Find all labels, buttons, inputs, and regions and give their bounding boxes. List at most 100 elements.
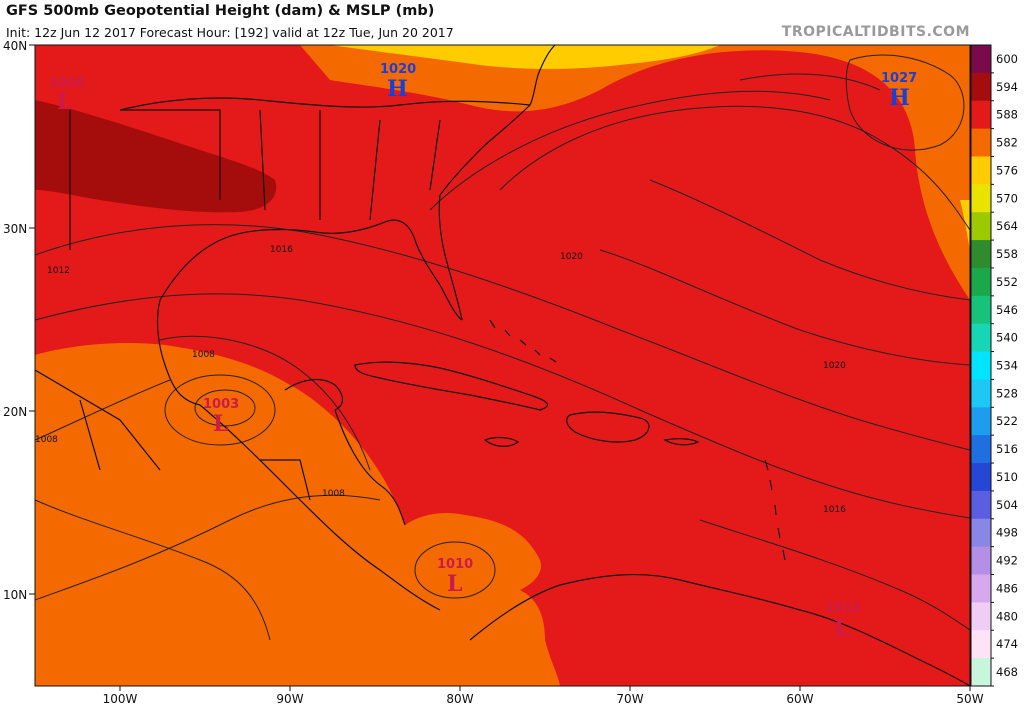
isobar-label: 1016 xyxy=(823,505,846,515)
pressure-center-1008-low: 1008 L xyxy=(49,76,85,115)
colorbar-label: 546 xyxy=(996,303,1018,317)
svg-text:1008: 1008 xyxy=(49,76,85,91)
height-fill-582-ne xyxy=(300,45,970,300)
lon-label: 70W xyxy=(616,692,643,706)
pressure-center-1027-high: 1027 H xyxy=(881,71,917,111)
svg-text:L: L xyxy=(213,411,228,437)
colorbar-swatch xyxy=(971,630,991,659)
colorbar-label: 600 xyxy=(996,52,1018,66)
colorbar-swatch xyxy=(971,212,991,241)
colorbar-swatch xyxy=(971,407,991,436)
latitude-axis: 40N 30N 20N 10N xyxy=(3,39,35,602)
colorbar-swatch xyxy=(971,45,991,74)
height-fill-576 xyxy=(330,45,720,69)
colorbar-swatch xyxy=(971,184,991,213)
colorbar-label: 516 xyxy=(996,442,1018,456)
colorbar-swatch xyxy=(971,463,991,492)
colorbar-swatch xyxy=(971,128,991,157)
chart-title: GFS 500mb Geopotential Height (dam) & MS… xyxy=(6,3,435,19)
colorbar-swatch xyxy=(971,435,991,464)
brand-watermark: TROPICALTIDBITS.COM xyxy=(781,24,970,40)
colorbar-swatch xyxy=(971,518,991,548)
colorbar-label: 498 xyxy=(996,526,1018,540)
colorbar-label: 576 xyxy=(996,163,1018,177)
lat-label: 30N xyxy=(3,222,27,236)
lon-label: 90W xyxy=(276,692,303,706)
colorbar-label: 474 xyxy=(996,637,1018,651)
colorbar-label: 504 xyxy=(996,498,1018,512)
svg-text:1010: 1010 xyxy=(437,557,473,572)
map-area: 1012 1016 1020 1008 1008 1020 1016 1008 … xyxy=(35,45,970,686)
colorbar-swatch xyxy=(971,351,991,380)
lon-label: 60W xyxy=(786,692,813,706)
svg-text:H: H xyxy=(387,76,408,102)
isobar-label: 1008 xyxy=(192,350,215,360)
colorbar-frame xyxy=(970,44,992,687)
svg-text:1020: 1020 xyxy=(380,62,416,77)
pressure-center-1020-high: 1020 H xyxy=(380,62,416,102)
pressure-center-1010-low: 1010 L xyxy=(437,557,473,597)
lon-label: 100W xyxy=(103,692,138,706)
svg-text:H: H xyxy=(889,85,910,111)
colorbar-label: 510 xyxy=(996,470,1018,484)
lat-label: 10N xyxy=(3,588,27,602)
svg-text:1013: 1013 xyxy=(825,601,861,616)
colorbar-swatch xyxy=(971,240,991,269)
longitude-axis: 100W 90W 80W 70W 60W 50W xyxy=(103,686,984,706)
colorbar-swatch xyxy=(971,156,991,185)
colorbar-swatch xyxy=(971,546,991,576)
height-fill-576-corner xyxy=(960,200,970,250)
colorbar-label: 486 xyxy=(996,581,1018,595)
lat-label: 20N xyxy=(3,405,27,419)
colorbar-label: 522 xyxy=(996,414,1018,428)
svg-text:L: L xyxy=(57,89,72,115)
pressure-center-1013-low: 1013 L xyxy=(825,601,861,642)
height-fill-594 xyxy=(35,100,277,213)
isobar-label: 1008 xyxy=(322,489,345,499)
colorbar-label: 594 xyxy=(996,80,1018,94)
isobar-label: 1020 xyxy=(823,361,846,371)
colorbar-label: 582 xyxy=(996,136,1018,150)
init-line: Init: 12z Jun 12 2017 Forecast Hour: [19… xyxy=(6,25,454,40)
colorbar-swatch xyxy=(971,379,991,408)
colorbar-swatch xyxy=(971,658,991,687)
isobar-label: 1020 xyxy=(560,252,583,262)
isobar-label: 1016 xyxy=(270,245,293,255)
svg-text:L: L xyxy=(447,571,462,597)
colorbar-label: 480 xyxy=(996,609,1018,623)
lat-label: 40N xyxy=(3,39,27,53)
colorbar-label: 468 xyxy=(996,665,1018,679)
colorbar-label: 558 xyxy=(996,247,1018,261)
colorbar-label: 570 xyxy=(996,191,1018,205)
colorbar-label: 588 xyxy=(996,108,1018,122)
colorbar-swatch xyxy=(971,100,991,130)
colorbar-label: 528 xyxy=(996,386,1018,400)
svg-text:L: L xyxy=(834,616,849,642)
colorbar-label: 534 xyxy=(996,359,1018,373)
colorbar-label: 540 xyxy=(996,331,1018,345)
isobars xyxy=(35,54,970,641)
colorbar-swatch xyxy=(971,323,991,353)
lon-label: 50W xyxy=(956,692,983,706)
colorbar-swatch xyxy=(971,490,991,520)
pressure-center-1003-low: 1003 L xyxy=(203,397,239,437)
colorbar-swatch xyxy=(971,295,991,325)
svg-text:1027: 1027 xyxy=(881,71,917,86)
svg-text:1003: 1003 xyxy=(203,397,239,412)
colorbar-label: 564 xyxy=(996,219,1018,233)
height-fill-588-south xyxy=(545,577,740,686)
coastlines xyxy=(35,45,970,686)
colorbar-swatch xyxy=(971,574,991,603)
lon-label: 80W xyxy=(446,692,473,706)
isobar-label: 1012 xyxy=(47,266,70,276)
colorbar-label: 492 xyxy=(996,554,1018,568)
colorbar-swatch xyxy=(971,267,991,297)
colorbar: 600 594 588 582 576 570 564 558 552 546 540 534 528 5… xyxy=(970,44,1018,687)
colorbar-label: 552 xyxy=(996,275,1018,289)
colorbar-swatch xyxy=(971,602,991,631)
colorbar-swatch xyxy=(971,72,991,102)
map-frame xyxy=(34,44,971,687)
height-fill-582-sw xyxy=(35,343,560,686)
isobar-label: 1008 xyxy=(35,435,58,445)
